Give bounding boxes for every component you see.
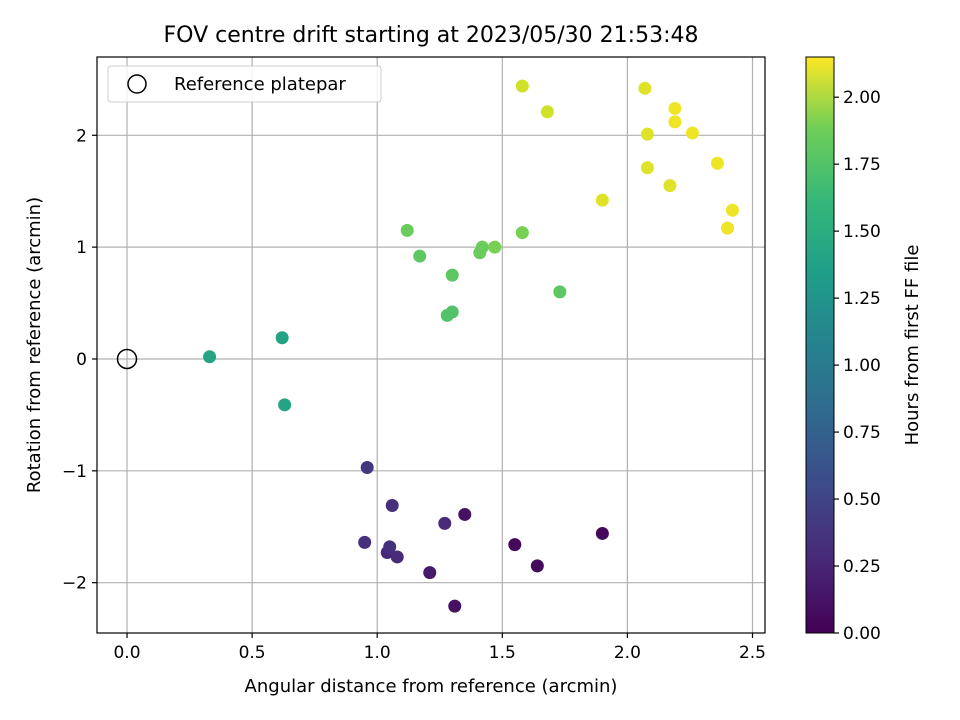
data-point <box>400 223 414 237</box>
colorbar-label: Hours from first FF file <box>902 245 923 446</box>
colorbar-tick-label: 0.00 <box>843 624 881 644</box>
x-tick-label: 1.0 <box>364 643 391 663</box>
y-ticks: −2 −1 0 1 2 <box>62 126 97 594</box>
data-point <box>685 126 699 140</box>
data-point <box>438 516 452 530</box>
chart-title: FOV centre drift starting at 2023/05/30 … <box>164 23 699 48</box>
y-tick-label: −1 <box>62 462 87 482</box>
data-point <box>458 507 472 521</box>
y-tick-label: 0 <box>76 350 87 370</box>
plot-frame <box>96 56 766 634</box>
data-point <box>445 268 459 282</box>
colorbar-tick-label: 0.50 <box>843 490 881 510</box>
colorbar-tick-label: 0.75 <box>843 423 881 443</box>
data-point <box>278 398 292 412</box>
data-point <box>725 203 739 217</box>
colorbar-tick-label: 0.25 <box>843 557 881 577</box>
y-tick-label: 2 <box>76 126 87 146</box>
gridlines <box>97 57 765 633</box>
data-point <box>668 115 682 129</box>
scatter-points <box>116 79 739 613</box>
data-point <box>515 226 529 240</box>
data-point <box>668 101 682 115</box>
data-point <box>275 331 289 345</box>
data-point <box>423 566 437 580</box>
data-point <box>595 526 609 540</box>
data-point <box>640 161 654 175</box>
legend: Reference platepar <box>107 65 382 103</box>
colorbar: 0.00 0.25 0.50 0.75 1.00 1.25 1.50 1.75 2.00 Hou… <box>805 56 923 644</box>
colorbar-tick-label: 1.00 <box>843 356 881 376</box>
x-axis-label: Angular distance from reference (arcmin) <box>245 676 618 697</box>
reference-platepar-marker <box>116 348 138 370</box>
data-point <box>385 498 399 512</box>
colorbar-tick-label: 1.75 <box>843 155 881 175</box>
data-point <box>445 305 459 319</box>
data-point <box>540 105 554 119</box>
data-point <box>720 221 734 235</box>
x-tick-label: 2.0 <box>614 643 641 663</box>
colorbar-tick-label: 1.25 <box>843 289 881 309</box>
colorbar-tick-label: 1.50 <box>843 222 881 242</box>
data-point <box>358 535 372 549</box>
data-point <box>640 127 654 141</box>
x-ticks: 0.0 0.5 1.0 1.5 2.0 2.5 <box>113 633 766 663</box>
x-tick-label: 1.5 <box>489 643 516 663</box>
data-point <box>553 285 567 299</box>
x-tick-label: 2.5 <box>739 643 766 663</box>
data-point <box>413 249 427 263</box>
y-tick-label: 1 <box>76 238 87 258</box>
legend-marker <box>127 74 147 94</box>
colorbar-gradient <box>805 56 835 634</box>
data-point <box>360 460 374 474</box>
data-point <box>515 79 529 93</box>
x-tick-label: 0.5 <box>239 643 266 663</box>
data-point <box>508 538 522 552</box>
colorbar-ticks: 0.00 0.25 0.50 0.75 1.00 1.25 1.50 1.75 2.00 <box>834 88 881 644</box>
y-tick-label: −2 <box>62 574 87 594</box>
data-point <box>663 179 677 193</box>
data-point <box>203 350 217 364</box>
legend-box <box>107 65 382 103</box>
colorbar-tick-label: 2.00 <box>843 88 881 108</box>
x-tick-label: 0.0 <box>113 643 140 663</box>
data-point <box>638 81 652 95</box>
legend-entry-reference: Reference platepar <box>174 74 346 95</box>
data-point <box>595 193 609 207</box>
data-point <box>475 240 489 254</box>
data-point <box>710 156 724 170</box>
y-axis-label: Rotation from reference (arcmin) <box>24 197 45 493</box>
data-point <box>530 559 544 573</box>
data-point <box>488 240 502 254</box>
plot-area: 0.0 0.5 1.0 1.5 2.0 2.5 −2 −1 0 1 2 <box>62 56 766 663</box>
data-point <box>383 540 397 554</box>
data-point <box>390 550 404 564</box>
data-point <box>448 599 462 613</box>
